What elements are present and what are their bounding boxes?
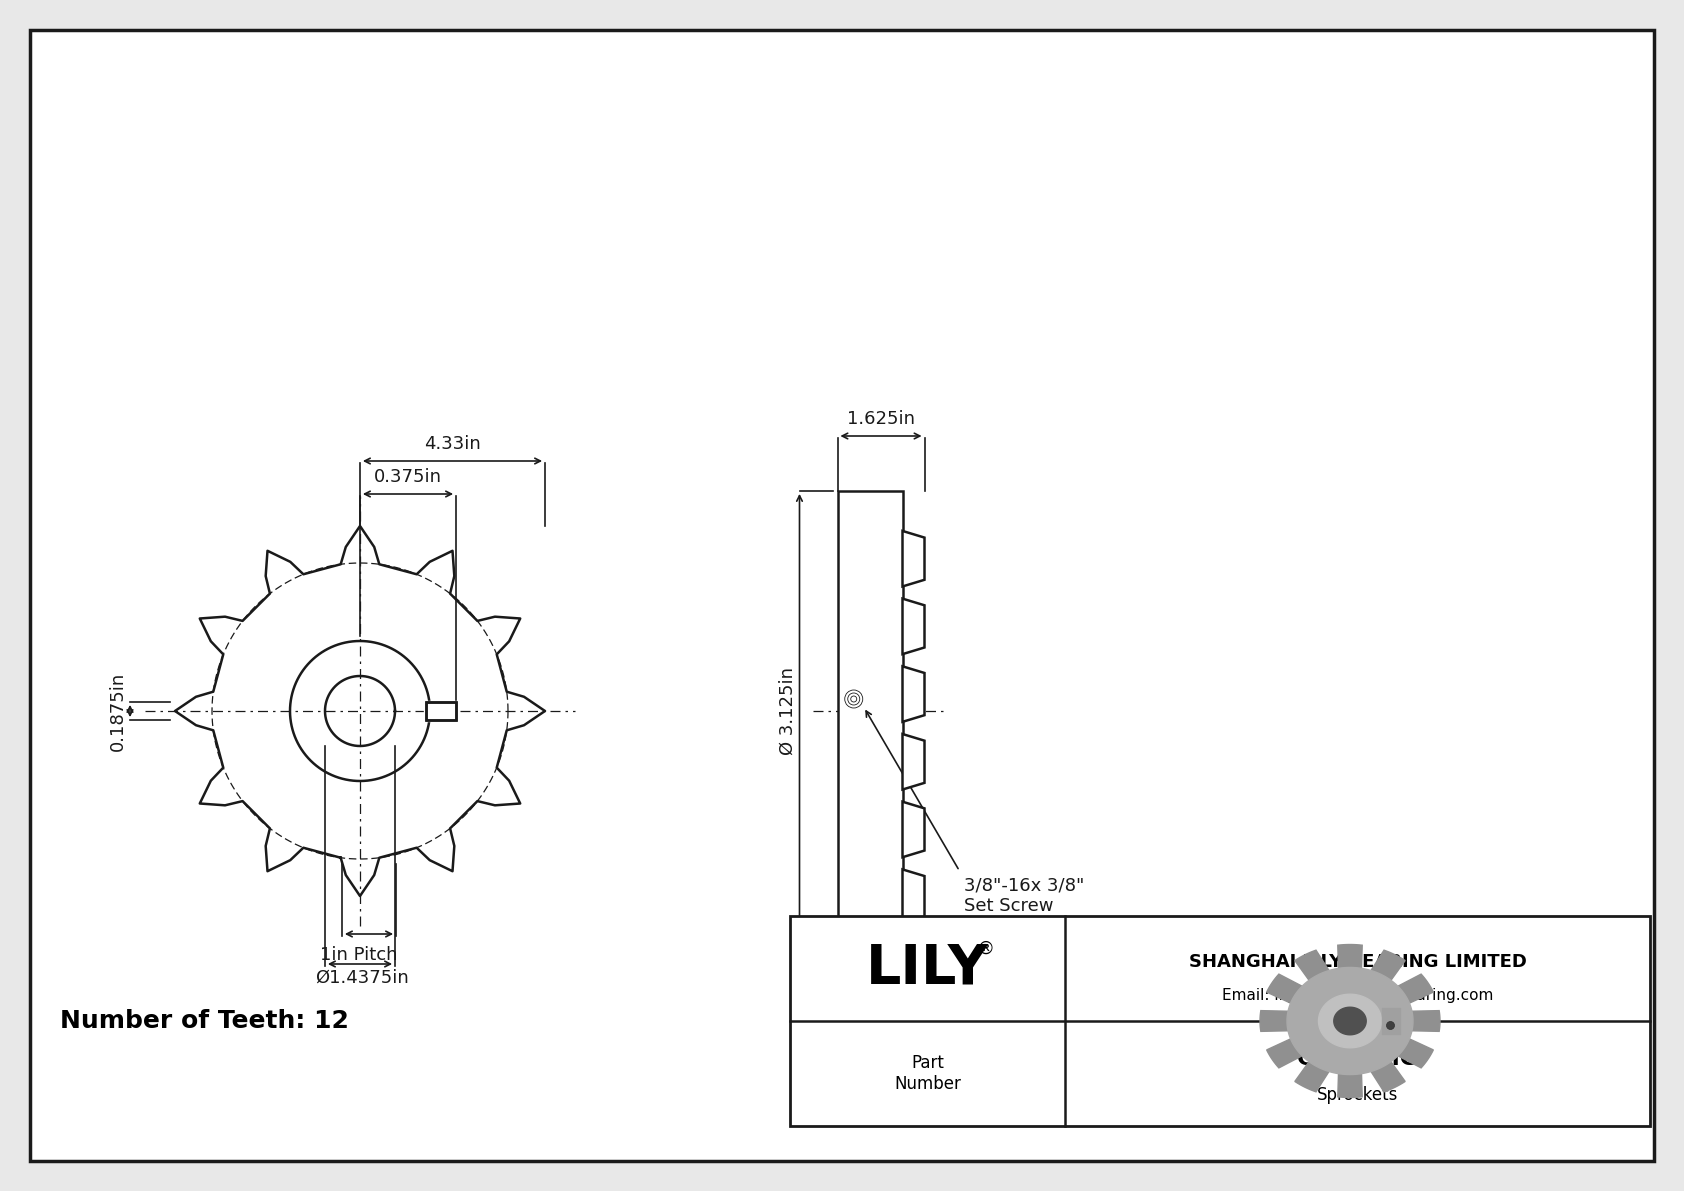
Text: Email: lilybearing@lily-bearing.com: Email: lilybearing@lily-bearing.com	[1223, 989, 1494, 1003]
Text: Sprockets: Sprockets	[1317, 1085, 1398, 1104]
Polygon shape	[903, 734, 925, 790]
Text: CFAATJHG: CFAATJHG	[1297, 1049, 1418, 1068]
Polygon shape	[1371, 950, 1404, 980]
Text: 1.625in: 1.625in	[847, 410, 914, 428]
Polygon shape	[1319, 994, 1381, 1048]
Text: Part
Number: Part Number	[894, 1054, 962, 1093]
Polygon shape	[424, 701, 458, 721]
Polygon shape	[1266, 1039, 1302, 1068]
Text: 0.1875in: 0.1875in	[109, 672, 126, 750]
Polygon shape	[1398, 974, 1433, 1003]
Polygon shape	[1381, 1009, 1399, 1034]
Polygon shape	[903, 666, 925, 722]
Circle shape	[1386, 1022, 1394, 1029]
Polygon shape	[903, 802, 925, 858]
Text: Ø1.4375in: Ø1.4375in	[315, 969, 409, 987]
Polygon shape	[1337, 1073, 1362, 1097]
Bar	[790, 916, 1650, 1125]
Text: 3/8"-16x 3/8"
Set Screw: 3/8"-16x 3/8" Set Screw	[963, 877, 1084, 915]
Polygon shape	[903, 869, 925, 925]
Text: SHANGHAI LILY BEARING LIMITED: SHANGHAI LILY BEARING LIMITED	[1189, 953, 1526, 971]
Text: LILY: LILY	[866, 942, 989, 996]
Text: Number of Teeth: 12: Number of Teeth: 12	[61, 1009, 349, 1033]
Text: Ø 3.125in: Ø 3.125in	[778, 667, 797, 755]
Polygon shape	[1337, 944, 1362, 968]
Polygon shape	[1411, 1011, 1440, 1031]
Text: ®: ®	[977, 940, 995, 958]
Polygon shape	[1260, 1011, 1288, 1031]
Polygon shape	[1266, 974, 1302, 1003]
Polygon shape	[1287, 967, 1413, 1074]
Polygon shape	[1295, 950, 1329, 980]
Text: 4.33in: 4.33in	[424, 435, 482, 453]
Polygon shape	[1398, 1039, 1433, 1068]
Polygon shape	[903, 599, 925, 654]
Bar	[837, 491, 903, 931]
Polygon shape	[1334, 1008, 1366, 1035]
Polygon shape	[1371, 1061, 1404, 1092]
Bar	[426, 701, 456, 721]
Polygon shape	[903, 531, 925, 586]
Text: 0.375in: 0.375in	[374, 468, 441, 486]
Polygon shape	[1295, 1061, 1329, 1092]
Bar	[426, 701, 456, 721]
Text: 1in Pitch: 1in Pitch	[320, 946, 397, 964]
